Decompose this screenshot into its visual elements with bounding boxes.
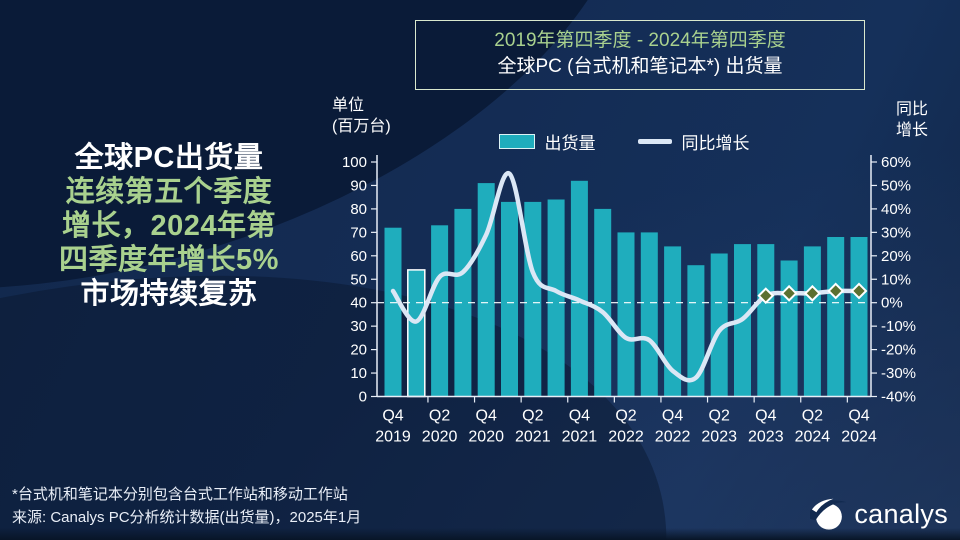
bar-Q3-2024: [827, 237, 845, 397]
canalys-logo: canalys: [810, 497, 948, 531]
right-tick-label: 60%: [881, 154, 911, 171]
left-tick-label: 90: [350, 177, 367, 194]
x-label-year: 2023: [701, 429, 737, 446]
chart-period: 2019年第四季度 - 2024年第四季度: [494, 30, 786, 51]
chart-area: 单位 (百万台) 同比 增长 0 10 20 30 40 50 60 70 80 90 100 -40…: [330, 95, 950, 460]
bar-Q3-2021: [547, 199, 565, 397]
x-label-year: 2021: [515, 429, 551, 446]
x-label-quarter: Q4: [569, 408, 590, 425]
legend-item-shipments: 出货量: [498, 129, 596, 154]
growth-marker-Q1-2024: [780, 284, 798, 302]
x-label-quarter: Q4: [382, 408, 403, 425]
growth-marker-Q3-2024: [827, 282, 845, 300]
x-label-year: 2019: [375, 429, 411, 446]
right-tick-label: -20%: [881, 342, 916, 359]
left-tick-label: 80: [350, 201, 367, 218]
x-label-quarter: Q4: [755, 408, 776, 425]
headline-line-1: 全球PC出货量: [74, 142, 264, 174]
bar-Q1-2021: [501, 201, 518, 397]
left-axis-unit-label: 单位 (百万台): [332, 97, 391, 135]
x-label-year: 2024: [841, 429, 877, 446]
x-label-year: 2024: [795, 429, 831, 446]
left-tick-label: 30: [350, 318, 367, 335]
source-note: 来源: Canalys PC分析统计数据(出货量)，2025年1月: [12, 509, 362, 526]
right-tick-label: 10%: [881, 271, 911, 288]
headline-line-3: 增长，2024年第: [61, 210, 276, 242]
bar-Q4-2021: [570, 180, 588, 397]
x-label-quarter: Q2: [615, 408, 636, 425]
bar-Q4-2024: [850, 237, 868, 397]
right-tick-label: 50%: [881, 177, 911, 194]
bar-Q1-2024: [780, 260, 798, 397]
left-tick-label: 20: [350, 342, 367, 359]
bar-Q2-2022: [617, 232, 635, 397]
legend-item-growth: 同比增长: [637, 129, 750, 154]
right-tick-label: -30%: [881, 365, 916, 382]
left-tick-label: 40: [350, 295, 367, 312]
bottom-shade: [0, 528, 960, 540]
chart-title-box: 2019年第四季度 - 2024年第四季度 全球PC (台式机和笔记本*) 出货…: [415, 20, 865, 90]
left-tick-label: 0: [359, 389, 367, 406]
x-label-quarter: Q2: [709, 408, 730, 425]
x-label-quarter: Q4: [848, 408, 869, 425]
headline: 全球PC出货量 连续第五个季度 增长，2024年第 四季度年增长5% 市场持续复…: [8, 141, 330, 311]
bar-Q4-2022: [664, 246, 682, 397]
footnote: *台式机和笔记本分别包含台式工作站和移动工作站: [12, 486, 348, 503]
headline-line-5: 市场持续复苏: [80, 278, 258, 310]
x-label-quarter: Q2: [802, 408, 823, 425]
left-tick-label: 10: [350, 365, 367, 382]
left-tick-label: 70: [350, 224, 367, 241]
growth-marker-Q4-2024: [850, 282, 868, 300]
bar-Q3-2022: [640, 232, 658, 397]
bar-Q1-2023: [687, 265, 705, 397]
bar-Q2-2024: [803, 246, 821, 397]
x-label-year: 2021: [562, 429, 598, 446]
x-label-year: 2022: [655, 429, 691, 446]
x-label-year: 2023: [748, 429, 784, 446]
right-tick-label: 20%: [881, 248, 911, 265]
right-axis-label: 同比 增长: [896, 101, 929, 139]
bar-Q4-2020: [477, 183, 495, 397]
bar-Q3-2020: [454, 208, 472, 397]
bar-Q4-2019: [384, 227, 402, 397]
left-tick-label: 50: [350, 271, 367, 288]
chart-title: 全球PC (台式机和笔记本*) 出货量: [497, 56, 783, 77]
headline-line-2: 连续第五个季度: [65, 176, 273, 208]
right-tick-label: -10%: [881, 318, 916, 335]
plot-svg: 0 10 20 30 40 50 60 70 80 90 100 -40% -30% -20% -10% 0%…: [342, 154, 916, 446]
growth-marker-Q2-2024: [803, 284, 821, 302]
right-tick-label: 30%: [881, 224, 911, 241]
bar-Q2-2023: [710, 253, 728, 397]
right-tick-label: 40%: [881, 201, 911, 218]
x-label-year: 2022: [608, 429, 644, 446]
bar-Q1-2020: [407, 269, 426, 398]
footer: *台式机和笔记本分别包含台式工作站和移动工作站 来源: Canalys PC分析…: [12, 483, 361, 529]
canalys-logo-text: canalys: [854, 498, 948, 529]
bar-Q4-2023: [757, 244, 775, 397]
shipments-swatch: [498, 134, 535, 149]
bar-Q2-2020: [431, 225, 449, 397]
growth-line-swatch: [637, 139, 672, 144]
right-tick-label: -40%: [881, 389, 916, 406]
legend-label-growth: 同比增长: [681, 134, 750, 153]
headline-line-4: 四季度年增长5%: [59, 244, 279, 276]
x-label-year: 2020: [422, 429, 458, 446]
x-label-quarter: Q4: [662, 408, 683, 425]
bar-Q2-2021: [524, 201, 542, 397]
right-tick-label: 0%: [881, 295, 903, 312]
legend-label-shipments: 出货量: [544, 134, 596, 153]
x-label-quarter: Q2: [522, 408, 543, 425]
left-tick-label: 60: [350, 248, 367, 265]
x-label-quarter: Q2: [429, 408, 450, 425]
yoy-growth-line: [390, 171, 862, 383]
legend: 出货量 同比增长: [377, 129, 871, 154]
growth-marker-Q4-2023: [757, 287, 775, 305]
x-label-quarter: Q4: [476, 408, 497, 425]
canalys-logo-icon: [810, 498, 847, 530]
left-tick-label: 100: [342, 154, 367, 171]
x-label-year: 2020: [468, 429, 504, 446]
